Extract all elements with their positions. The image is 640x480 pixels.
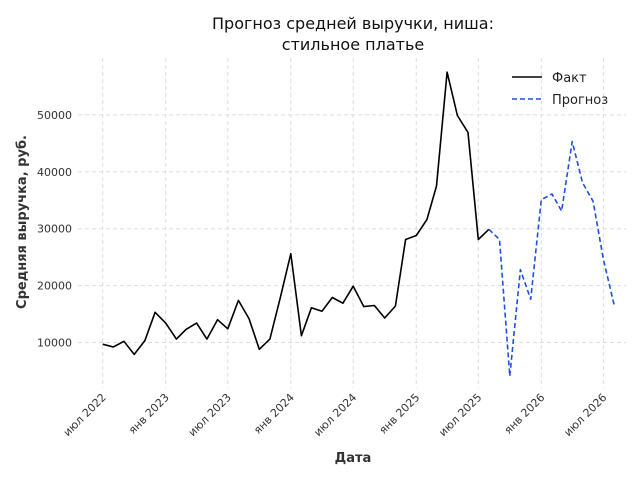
chart-title: Прогноз средней выручки, ниша: стильное … (212, 14, 494, 54)
y-axis-ticks: 10000 20000 30000 40000 50000 (37, 109, 72, 350)
y-tick-label: 40000 (37, 166, 72, 179)
x-tick-label: янв 2026 (502, 391, 548, 437)
legend: Факт Прогноз (512, 71, 608, 108)
chart-title-line: стильное платье (282, 35, 424, 54)
x-tick-label: июл 2024 (311, 391, 359, 439)
y-tick-label: 20000 (37, 280, 72, 293)
x-axis-ticks: июл 2022 янв 2023 июл 2023 янв 2024 июл 2024… (61, 391, 610, 439)
y-tick-label: 30000 (37, 223, 72, 236)
x-tick-label: янв 2023 (126, 391, 172, 437)
legend-label: Прогноз (552, 93, 608, 108)
x-axis-label: Дата (335, 451, 372, 466)
chart-title-line: Прогноз средней выручки, ниша: (212, 14, 494, 33)
grid (78, 58, 626, 388)
y-tick-label: 10000 (37, 336, 72, 349)
series-line-actual (102, 71, 490, 356)
y-tick-label: 50000 (37, 109, 72, 122)
x-tick-label: янв 2024 (251, 391, 297, 437)
series-line-forecast (488, 140, 615, 377)
x-tick-label: июл 2025 (436, 391, 484, 439)
x-tick-label: июл 2022 (61, 391, 109, 439)
legend-label: Факт (552, 71, 587, 86)
y-axis-label: Средняя выручка, руб. (15, 135, 30, 309)
x-tick-label: янв 2025 (377, 391, 423, 437)
x-tick-label: июл 2026 (561, 391, 609, 439)
series (102, 71, 615, 377)
x-tick-label: июл 2023 (186, 391, 234, 439)
